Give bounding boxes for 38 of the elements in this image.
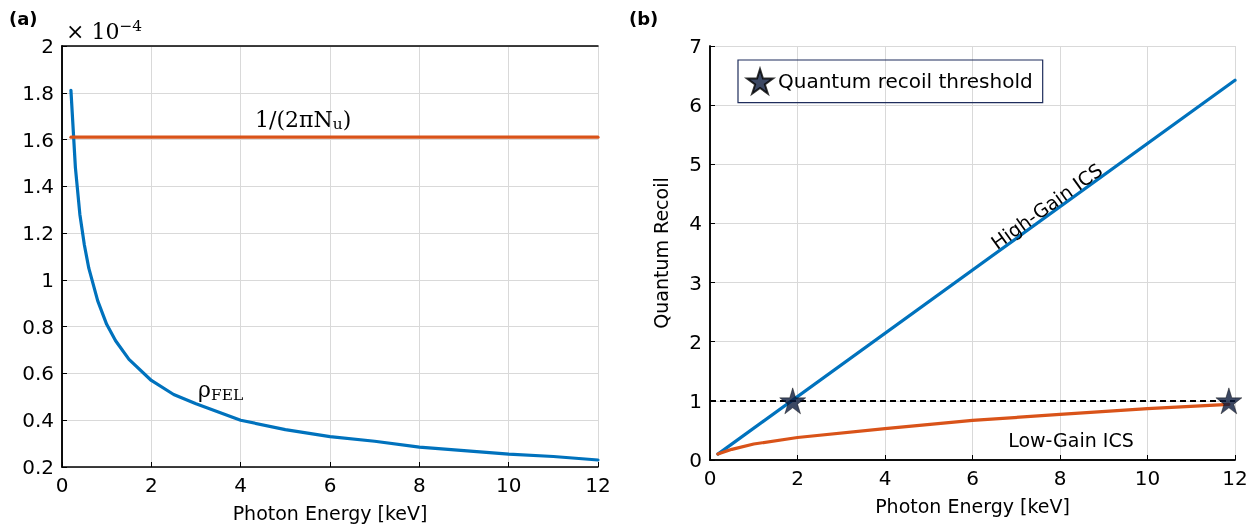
y-tick-label: 0.6 bbox=[22, 361, 54, 386]
y-tick-label: 0.4 bbox=[22, 408, 54, 433]
x-axis-title: Photon Energy [keV] bbox=[875, 494, 1070, 517]
x-tick-label: 2 bbox=[791, 466, 804, 490]
y-tick-label: 2 bbox=[689, 329, 702, 354]
y-tick-label: 6 bbox=[689, 93, 702, 118]
y-tick-label: 5 bbox=[689, 152, 702, 177]
x-tick-label: 2 bbox=[144, 473, 158, 497]
legend-label: Quantum recoil threshold bbox=[778, 69, 1033, 94]
y-tick-label: 4 bbox=[689, 211, 702, 236]
x-tick-label: 6 bbox=[323, 473, 337, 497]
y-tick-label: 0 bbox=[689, 448, 702, 472]
y-tick-label: 1.4 bbox=[22, 174, 54, 199]
x-tick-label: 12 bbox=[585, 473, 611, 497]
x-tick-label: 10 bbox=[495, 473, 522, 497]
x-tick-label: 4 bbox=[878, 466, 892, 490]
x-tick-label: 6 bbox=[966, 466, 979, 490]
chart-title: (a) bbox=[9, 7, 38, 29]
y-tick-label: 1.2 bbox=[22, 221, 54, 246]
y-axis-title: Quantum Recoil bbox=[649, 177, 672, 329]
x-tick-label: 8 bbox=[412, 473, 426, 497]
y-tick-label: 1.8 bbox=[22, 80, 54, 105]
x-tick-label: 12 bbox=[1222, 466, 1248, 490]
x-tick-label: 4 bbox=[234, 473, 248, 497]
y-tick-label: 1.6 bbox=[22, 127, 54, 152]
x-tick-label: 10 bbox=[1134, 466, 1161, 490]
x-axis-title: Photon Energy [keV] bbox=[232, 501, 428, 524]
y-tick-label: 0.8 bbox=[22, 314, 54, 339]
y-tick-label: 7 bbox=[689, 34, 702, 58]
series-label: Low-Gain ICS bbox=[1008, 428, 1134, 451]
y-tick-label: 2 bbox=[41, 34, 54, 58]
y-tick-label: 1 bbox=[689, 388, 702, 413]
x-tick-label: 8 bbox=[1053, 466, 1067, 490]
chart-title: (b) bbox=[629, 7, 659, 29]
line-series bbox=[69, 88, 600, 462]
y-tick-label: 0.2 bbox=[22, 455, 54, 479]
y-tick-label: 3 bbox=[689, 270, 702, 295]
y-tick-label: 1 bbox=[41, 267, 54, 292]
